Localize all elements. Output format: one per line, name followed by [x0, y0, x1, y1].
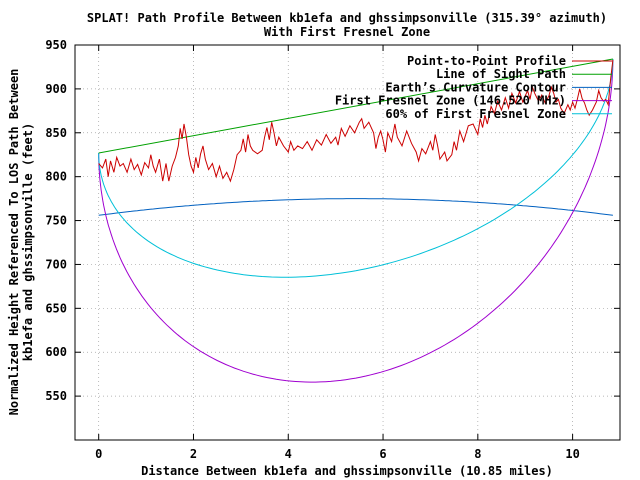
x-tick-label: 10 — [565, 447, 579, 461]
chart-title-line-1: SPLAT! Path Profile Between kb1efa and g… — [87, 11, 607, 25]
x-axis-label: Distance Between kb1efa and ghssimpsonvi… — [141, 464, 553, 478]
chart-title-line-2: With First Fresnel Zone — [264, 25, 430, 39]
legend-label: First Fresnel Zone (146.520 MHz) — [335, 94, 566, 108]
legend-entry-fresnel-60: 60% of First Fresnel Zone — [385, 107, 612, 121]
x-tick-label: 4 — [285, 447, 292, 461]
y-tick-label: 550 — [45, 389, 67, 403]
y-tick-label: 850 — [45, 126, 67, 140]
legend-label: 60% of First Fresnel Zone — [385, 107, 566, 121]
y-tick-label: 900 — [45, 82, 67, 96]
y-tick-label: 700 — [45, 257, 67, 271]
series-layer — [98, 58, 614, 383]
legend-label: Line of Sight Path — [436, 67, 566, 81]
legend-entry-profile: Point-to-Point Profile — [407, 54, 612, 68]
series-earth-curvature-contour — [98, 198, 613, 216]
legend-entry-fresnel: First Fresnel Zone (146.520 MHz) — [335, 94, 612, 108]
y-tick-label: 950 — [45, 38, 67, 52]
series-60pct-fresnel-zone — [98, 58, 614, 278]
tick-layer: 550 600 650 700 750 800 850 900 950 0 2 4 6 8 10 — [45, 38, 620, 461]
plot-frame — [74, 44, 621, 441]
x-tick-label: 8 — [474, 447, 481, 461]
y-tick-label: 750 — [45, 214, 67, 228]
legend-label: Earth’s Curvature Contour — [385, 80, 566, 94]
legend-entry-los: Line of Sight Path — [436, 67, 612, 81]
series-line-of-sight-path — [98, 58, 613, 154]
y-tick-label: 800 — [45, 170, 67, 184]
y-tick-label: 600 — [45, 345, 67, 359]
series-point-to-point-profile — [98, 59, 614, 183]
legend-entry-curvature: Earth’s Curvature Contour — [385, 80, 612, 94]
y-axis-label-line-2: kb1efa and ghssimpsonville (feet) — [21, 123, 35, 361]
y-axis-label-line-1: Normalized Height Referenced To LOS Path… — [7, 69, 21, 416]
series-first-fresnel-zone — [98, 58, 614, 383]
x-tick-label: 6 — [379, 447, 386, 461]
x-tick-label: 0 — [95, 447, 102, 461]
y-tick-label: 650 — [45, 301, 67, 315]
x-tick-label: 2 — [190, 447, 197, 461]
legend-label: Point-to-Point Profile — [407, 54, 566, 68]
